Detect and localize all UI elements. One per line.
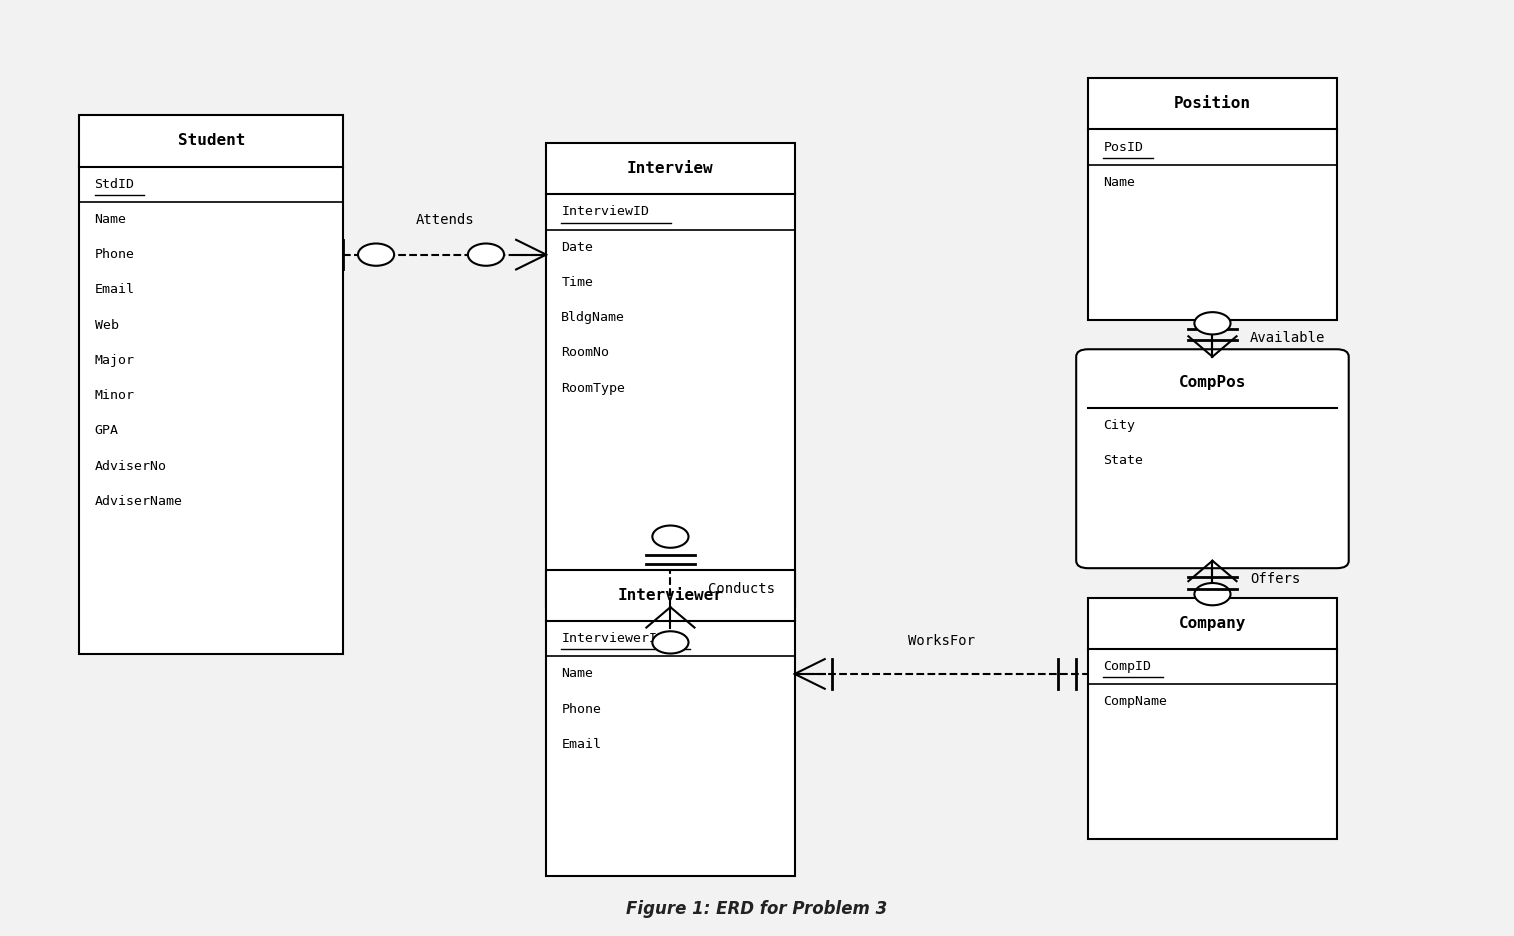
Text: Phone: Phone (94, 248, 135, 261)
Text: Web: Web (94, 318, 118, 331)
FancyBboxPatch shape (1089, 598, 1337, 839)
FancyBboxPatch shape (547, 570, 795, 876)
FancyBboxPatch shape (547, 143, 795, 607)
Text: Name: Name (562, 667, 593, 680)
Circle shape (468, 243, 504, 266)
Text: CompName: CompName (1104, 695, 1167, 709)
Text: Available: Available (1251, 331, 1325, 345)
Text: Attends: Attends (415, 212, 474, 227)
Text: Major: Major (94, 354, 135, 367)
Circle shape (1195, 312, 1231, 334)
Text: InterviewID: InterviewID (562, 206, 650, 218)
Circle shape (653, 631, 689, 653)
Text: Student: Student (177, 134, 245, 149)
Text: AdviserName: AdviserName (94, 495, 183, 508)
Text: GPA: GPA (94, 424, 118, 437)
Text: CompID: CompID (1104, 660, 1151, 673)
Circle shape (1195, 583, 1231, 606)
Text: Figure 1: ERD for Problem 3: Figure 1: ERD for Problem 3 (627, 899, 887, 917)
Text: Name: Name (94, 212, 127, 226)
Text: State: State (1104, 454, 1143, 467)
Text: Name: Name (1104, 176, 1136, 189)
Text: Minor: Minor (94, 389, 135, 402)
Text: RoomNo: RoomNo (562, 346, 609, 359)
Text: RoomType: RoomType (562, 382, 625, 395)
Text: Email: Email (562, 738, 601, 751)
Text: CompPos: CompPos (1179, 374, 1246, 389)
Text: Interview: Interview (627, 161, 713, 176)
Text: Phone: Phone (562, 703, 601, 716)
Text: StdID: StdID (94, 178, 135, 191)
Text: Date: Date (562, 241, 593, 254)
FancyBboxPatch shape (1076, 349, 1349, 568)
Text: PosID: PosID (1104, 140, 1143, 154)
Text: Time: Time (562, 276, 593, 289)
Text: BldgName: BldgName (562, 311, 625, 324)
Text: Position: Position (1173, 96, 1251, 111)
Text: City: City (1104, 418, 1136, 431)
Text: Company: Company (1179, 616, 1246, 631)
Circle shape (653, 525, 689, 548)
Text: InterviewerID: InterviewerID (562, 632, 665, 645)
Text: AdviserNo: AdviserNo (94, 460, 167, 473)
Text: Email: Email (94, 284, 135, 297)
FancyBboxPatch shape (79, 115, 344, 653)
Text: WorksFor: WorksFor (908, 634, 975, 648)
FancyBboxPatch shape (1089, 79, 1337, 319)
Text: Interviewer: Interviewer (618, 588, 724, 603)
Text: Conducts: Conducts (709, 581, 775, 595)
Circle shape (357, 243, 394, 266)
Text: Offers: Offers (1251, 572, 1301, 586)
